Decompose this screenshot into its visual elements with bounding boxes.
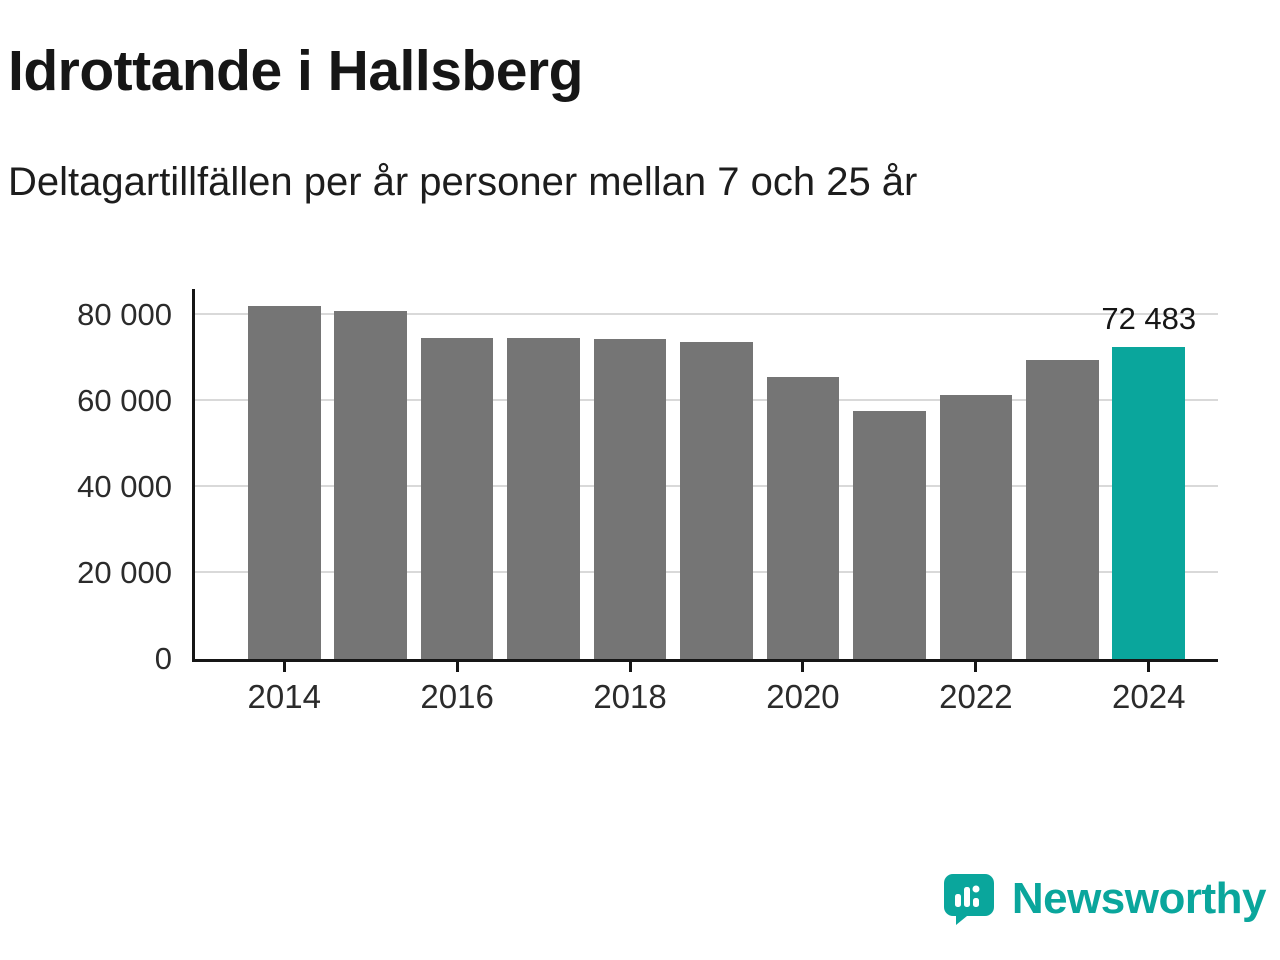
bar-slot-2018: [587, 289, 673, 659]
bar-2017: [507, 338, 580, 659]
bar-slot-2016: [414, 289, 500, 659]
bar-2016: [420, 337, 494, 659]
x-tick-mark: [282, 662, 286, 672]
x-slot-2021: [846, 662, 932, 716]
chart-subtitle: Deltagartillfällen per år personer mella…: [8, 160, 918, 204]
x-tick-mark: [455, 662, 459, 672]
x-tick-mark: [974, 662, 978, 672]
bar-slot-2021: [846, 289, 932, 659]
x-tick-label: 2018: [593, 678, 667, 715]
gridline: [195, 312, 1218, 315]
x-tick-label: 2016: [420, 678, 494, 715]
y-axis-labels: 0 20 000 40 000 60 000 80 000: [6, 289, 192, 676]
bar-2020: [766, 377, 840, 659]
bar-2015: [334, 310, 407, 659]
bar-slot-2017: [500, 289, 586, 659]
bar-slot-2022: [933, 289, 1019, 659]
x-axis-labels: 2014 2016 2018 2020 2022 2024: [195, 662, 1218, 716]
x-tick-mark: [801, 662, 805, 672]
x-slot-2014: 2014: [241, 662, 327, 716]
x-slot-2020: 2020: [760, 662, 846, 716]
bar-2022: [939, 394, 1013, 659]
x-tick-label: 2022: [939, 678, 1013, 715]
bar-slot-2020: [760, 289, 846, 659]
x-tick-label: 2020: [766, 678, 840, 715]
bar-2023: [1026, 360, 1099, 659]
x-tick-label: 2014: [247, 678, 321, 715]
y-tick-label: 60 000: [77, 382, 172, 418]
y-tick-label: 20 000: [77, 554, 172, 590]
chart-title: Idrottande i Hallsberg: [8, 39, 583, 103]
x-slot-2023: [1019, 662, 1105, 716]
x-slot-2022: 2022: [933, 662, 1019, 716]
y-tick-label: 40 000: [77, 468, 172, 504]
x-tick-mark: [628, 662, 632, 672]
bar-slot-2023: [1019, 289, 1105, 659]
bars-container: 72 483: [195, 289, 1218, 659]
bar-2018: [593, 339, 667, 659]
x-tick-label: 2024: [1112, 678, 1186, 715]
bar-slot-2014: [241, 289, 327, 659]
plot-column: 72 483 2014 2016 2018 2020 2022 2024: [192, 289, 1218, 716]
newsworthy-logo-text: Newsworthy: [1011, 874, 1267, 923]
bar-2021: [853, 411, 926, 659]
x-slot-2018: 2018: [587, 662, 673, 716]
bar-slot-2024: 72 483: [1101, 289, 1196, 659]
bar-2019: [680, 342, 753, 659]
y-tick-label: 0: [154, 641, 172, 676]
plot-area: 72 483: [192, 289, 1218, 662]
x-slot-2015: [327, 662, 413, 716]
newsworthy-logo-icon: [943, 874, 994, 925]
bar-highlight-2024: [1112, 347, 1186, 659]
bar-chart: 0 20 000 40 000 60 000 80 000 72 483 2014 201…: [6, 289, 1218, 716]
x-slot-2024: 2024: [1106, 662, 1192, 716]
bar-slot-2019: [673, 289, 759, 659]
newsworthy-logo: Newsworthy: [940, 870, 1267, 928]
x-slot-2016: 2016: [414, 662, 500, 716]
x-slot-2017: [500, 662, 586, 716]
y-tick-label: 80 000: [77, 296, 172, 332]
bar-value-label: 72 483: [1101, 301, 1197, 337]
bar-slot-2015: [327, 289, 413, 659]
bar-2014: [247, 306, 321, 659]
x-slot-2019: [673, 662, 759, 716]
x-tick-mark: [1147, 662, 1151, 672]
